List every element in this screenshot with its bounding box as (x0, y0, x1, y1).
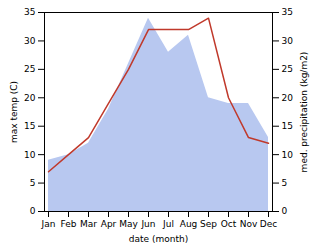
svg-text:35: 35 (282, 7, 293, 17)
svg-text:5: 5 (30, 178, 36, 188)
svg-text:10: 10 (24, 150, 36, 160)
svg-text:0: 0 (30, 206, 36, 216)
svg-text:0: 0 (282, 206, 288, 216)
svg-text:35: 35 (24, 7, 35, 17)
svg-text:Feb: Feb (61, 219, 77, 229)
svg-text:15: 15 (282, 121, 293, 131)
svg-text:Apr: Apr (101, 219, 117, 229)
svg-text:May: May (119, 219, 138, 229)
svg-text:Aug: Aug (180, 219, 198, 229)
svg-text:20: 20 (24, 93, 36, 103)
svg-text:max temp (C): max temp (C) (9, 81, 19, 143)
svg-text:5: 5 (282, 178, 288, 188)
svg-text:30: 30 (282, 36, 294, 46)
svg-text:25: 25 (24, 64, 35, 74)
svg-text:Jul: Jul (162, 219, 174, 229)
svg-text:Mar: Mar (80, 219, 97, 229)
svg-text:10: 10 (282, 150, 294, 160)
svg-text:Oct: Oct (221, 219, 237, 229)
svg-text:date (month): date (month) (129, 234, 188, 244)
svg-text:Sep: Sep (200, 219, 217, 229)
svg-text:Jan: Jan (41, 219, 56, 229)
svg-text:Jun: Jun (140, 219, 155, 229)
svg-text:20: 20 (282, 93, 294, 103)
svg-text:Dec: Dec (260, 219, 277, 229)
svg-text:30: 30 (24, 36, 36, 46)
svg-text:25: 25 (282, 64, 293, 74)
svg-text:Nov: Nov (240, 219, 258, 229)
svg-text:15: 15 (24, 121, 35, 131)
svg-text:med. precipitation (kg/m2): med. precipitation (kg/m2) (299, 52, 309, 173)
